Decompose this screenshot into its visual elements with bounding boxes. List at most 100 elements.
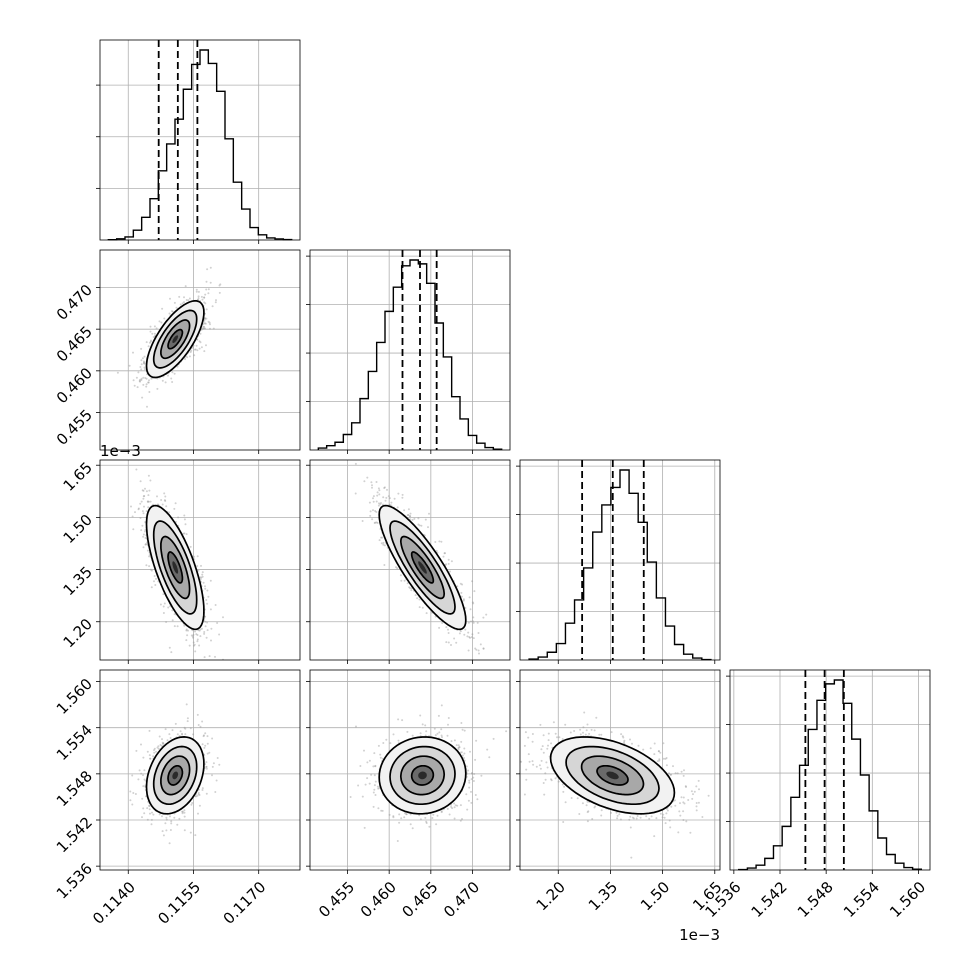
- sample-point: [148, 565, 150, 567]
- sample-point: [203, 297, 205, 299]
- sample-point: [149, 730, 151, 732]
- sample-point: [198, 724, 200, 726]
- sample-point: [451, 560, 453, 562]
- sample-point: [159, 320, 161, 322]
- sample-point: [189, 645, 191, 647]
- sample-point: [186, 634, 188, 636]
- hist-3-frame: [730, 670, 930, 870]
- sample-point: [162, 504, 164, 506]
- sample-point: [141, 378, 143, 380]
- sample-point: [132, 792, 134, 794]
- sample-point: [186, 703, 188, 705]
- sample-point: [208, 288, 210, 290]
- sample-point: [438, 540, 440, 542]
- sample-point: [416, 597, 418, 599]
- sample-point: [170, 651, 172, 653]
- sample-point: [215, 301, 217, 303]
- sample-point: [149, 342, 151, 344]
- sample-point: [419, 599, 421, 601]
- sample-point: [151, 333, 153, 335]
- sample-point: [133, 379, 135, 381]
- sample-point: [210, 282, 212, 284]
- sample-point: [143, 506, 145, 508]
- sample-point: [404, 580, 406, 582]
- sample-point: [161, 815, 163, 817]
- sample-point: [478, 650, 480, 652]
- sample-point: [176, 307, 178, 309]
- hist-0-steps: [108, 50, 291, 240]
- sample-point: [151, 586, 153, 588]
- sample-point: [483, 661, 485, 663]
- sample-point: [192, 733, 194, 735]
- sample-point: [147, 494, 149, 496]
- sample-point: [366, 477, 368, 479]
- sample-point: [426, 612, 428, 614]
- sample-point: [170, 829, 172, 831]
- sample-point: [464, 629, 466, 631]
- pair-0-3-content: [100, 670, 300, 870]
- pair-panel-0-3: [100, 670, 300, 870]
- sample-point: [496, 686, 498, 688]
- sample-point: [204, 585, 206, 587]
- sample-point: [151, 570, 153, 572]
- sample-point: [444, 552, 446, 554]
- sample-point: [190, 351, 192, 353]
- sample-point: [200, 341, 202, 343]
- sample-point: [156, 327, 158, 329]
- sample-point: [385, 497, 387, 499]
- sample-point: [154, 748, 156, 750]
- sample-point: [202, 787, 204, 789]
- sample-point: [174, 302, 176, 304]
- sample-point: [203, 747, 205, 749]
- sample-point: [445, 626, 447, 628]
- sample-point: [135, 750, 137, 752]
- sample-point: [382, 496, 384, 498]
- sample-point: [377, 491, 379, 493]
- sample-point: [164, 500, 166, 502]
- sample-point: [206, 268, 208, 270]
- sample-point: [197, 813, 199, 815]
- sample-point: [384, 544, 386, 546]
- sample-point: [459, 632, 461, 634]
- sample-point: [138, 508, 140, 510]
- sample-point: [209, 328, 211, 330]
- sample-point: [160, 322, 162, 324]
- sample-point: [131, 804, 133, 806]
- sample-point: [197, 639, 199, 641]
- sample-point: [150, 378, 152, 380]
- sample-point: [148, 391, 150, 393]
- sample-point: [471, 633, 473, 635]
- sample-point: [196, 291, 198, 293]
- sample-point: [142, 498, 144, 500]
- sample-point: [206, 281, 208, 283]
- sample-point: [156, 495, 158, 497]
- sample-point: [401, 497, 403, 499]
- sample-point: [203, 326, 205, 328]
- sample-point: [136, 377, 138, 379]
- sample-point: [201, 628, 203, 630]
- sample-point: [147, 550, 149, 552]
- sample-point: [370, 481, 372, 483]
- sample-point: [163, 834, 165, 836]
- sample-point: [170, 822, 172, 824]
- sample-point: [190, 727, 192, 729]
- sample-point: [193, 556, 195, 558]
- sample-point: [169, 313, 171, 315]
- sample-point: [473, 622, 475, 624]
- sample-point: [178, 296, 180, 298]
- sample-point: [134, 511, 136, 513]
- pair-panel-0-2: [100, 460, 300, 663]
- sample-point: [409, 515, 411, 517]
- sample-point: [473, 590, 475, 592]
- sample-point: [204, 588, 206, 590]
- sample-point: [161, 308, 163, 310]
- sample-point: [184, 816, 186, 818]
- sample-point: [196, 640, 198, 642]
- sample-point: [211, 774, 213, 776]
- hist-panel-2: [516, 460, 720, 660]
- sample-point: [371, 518, 373, 520]
- sample-point: [419, 606, 421, 608]
- sample-point: [478, 632, 480, 634]
- sample-point: [147, 501, 149, 503]
- sample-point: [129, 791, 131, 793]
